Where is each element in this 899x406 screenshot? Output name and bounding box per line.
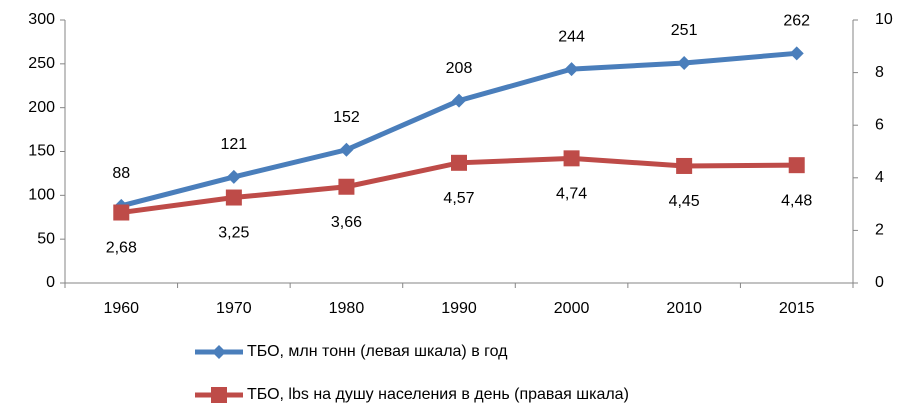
legend-label: ТБО, lbs на душу населения в день (права… — [247, 386, 629, 403]
legend-marker — [212, 345, 226, 359]
data-label: 262 — [783, 13, 810, 30]
data-point — [564, 62, 579, 77]
y2-tick-label: 8 — [875, 64, 884, 81]
data-label: 4,57 — [443, 190, 474, 207]
data-point — [789, 46, 804, 61]
data-point — [677, 55, 692, 70]
y2-tick-label: 2 — [875, 222, 884, 239]
data-point — [339, 142, 354, 157]
x-tick-label: 2015 — [779, 300, 815, 317]
data-point — [563, 150, 580, 167]
data-label: 2,68 — [106, 240, 137, 257]
data-label: 3,25 — [218, 225, 249, 242]
x-tick-label: 2010 — [666, 300, 702, 317]
data-point — [226, 169, 241, 184]
y2-tick-label: 6 — [875, 116, 884, 133]
y-tick-label: 250 — [28, 55, 55, 72]
x-tick-label: 1960 — [103, 300, 139, 317]
y-tick-label: 200 — [28, 99, 55, 116]
data-label: 3,66 — [331, 214, 362, 231]
y-tick-label: 50 — [37, 230, 55, 247]
legend-label: ТБО, млн тонн (левая шкала) в год — [247, 343, 508, 360]
x-tick-label: 1980 — [329, 300, 365, 317]
data-label: 4,45 — [669, 193, 700, 210]
x-tick-label: 1970 — [216, 300, 252, 317]
y2-tick-label: 0 — [875, 274, 884, 291]
y-tick-label: 150 — [28, 143, 55, 160]
data-label: 4,74 — [556, 186, 587, 203]
data-label: 4,48 — [781, 192, 812, 209]
data-point — [451, 154, 467, 171]
data-label: 88 — [112, 165, 130, 182]
y2-tick-label: 4 — [875, 169, 884, 186]
data-point — [452, 93, 466, 108]
data-point — [788, 157, 805, 174]
y-tick-label: 300 — [28, 11, 55, 28]
data-label: 244 — [558, 28, 585, 45]
y-tick-label: 100 — [28, 187, 55, 204]
data-point — [676, 157, 693, 174]
data-point — [113, 204, 130, 221]
x-tick-label: 2000 — [554, 300, 590, 317]
data-point — [225, 189, 242, 206]
x-tick-label: 1990 — [441, 300, 477, 317]
data-label: 152 — [333, 109, 360, 126]
legend-marker — [211, 387, 227, 403]
data-label: 208 — [446, 60, 473, 77]
data-label: 251 — [671, 22, 698, 39]
y-tick-label: 0 — [46, 274, 55, 291]
y2-tick-label: 10 — [875, 11, 893, 28]
data-label: 121 — [221, 136, 248, 153]
data-point — [338, 178, 355, 195]
